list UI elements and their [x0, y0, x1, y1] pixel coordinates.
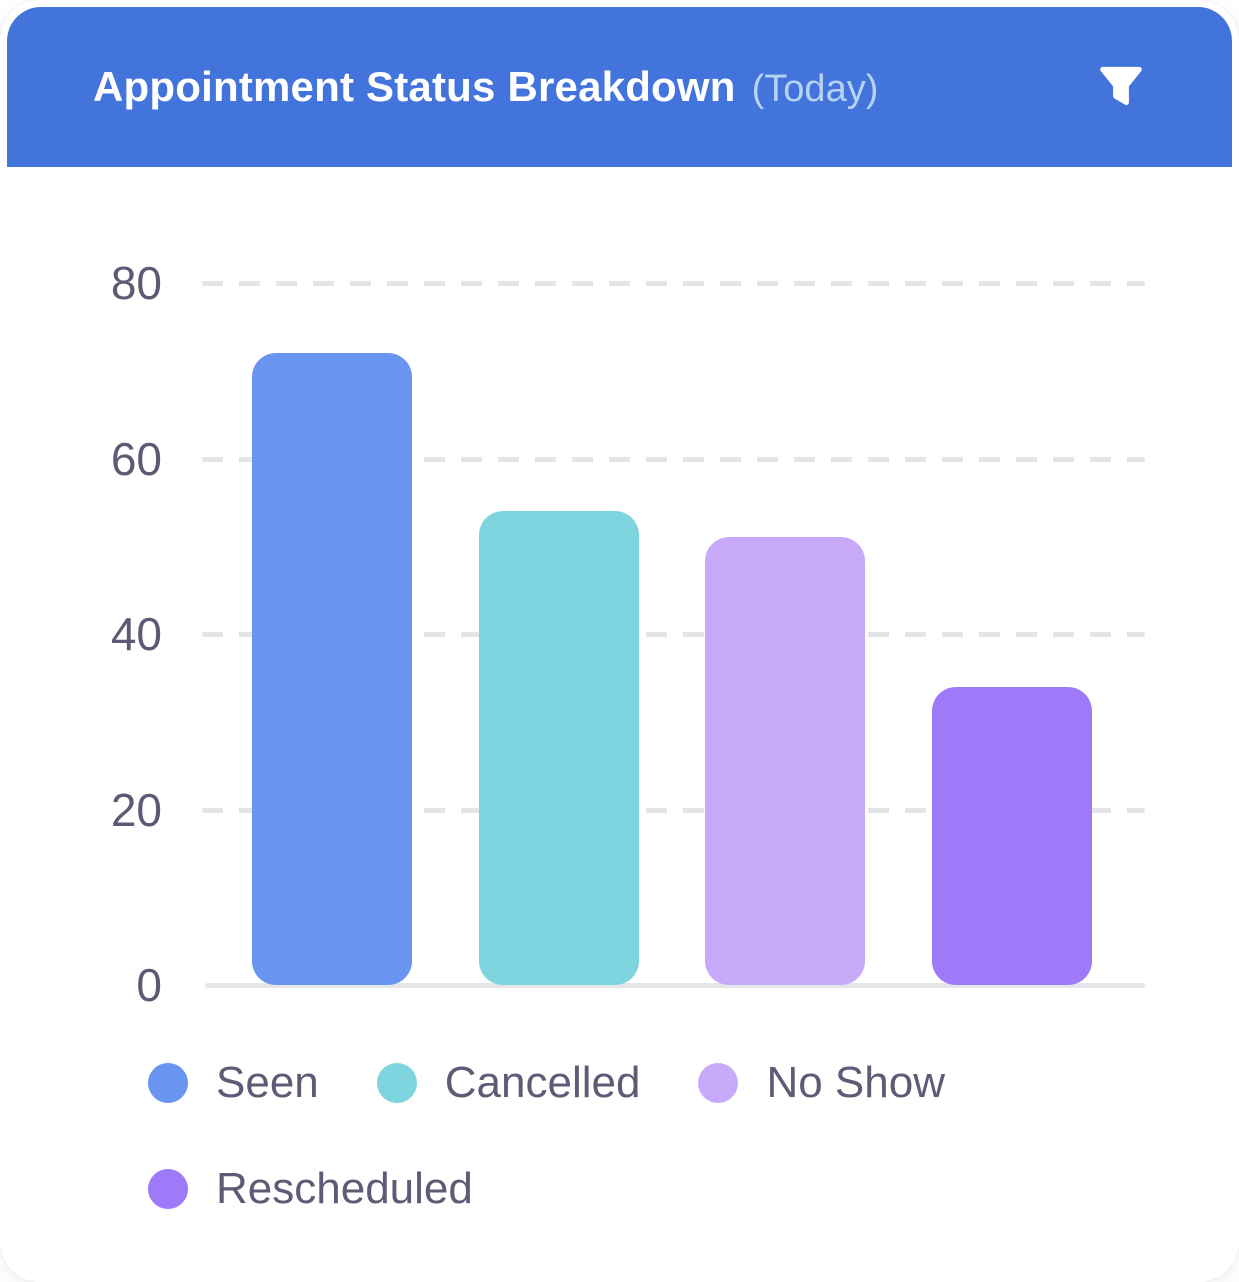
legend-item-seen[interactable]: Seen	[148, 1055, 319, 1111]
y-axis-tick-label-0: 0	[136, 959, 162, 1011]
page-title: Appointment Status Breakdown	[93, 63, 736, 110]
page-subtitle: (Today)	[751, 68, 879, 110]
bar-cancelled	[478, 511, 639, 985]
bar-rescheduled	[932, 686, 1093, 985]
gridline-60	[202, 456, 1145, 462]
legend-label-cancelled: Cancelled	[444, 1058, 641, 1107]
legend-label-no-show: No Show	[766, 1058, 945, 1107]
bar-chart: Seen Cancelled No Show Rescheduled 80 60 40 20…	[0, 167, 1239, 1282]
y-axis-tick-label-80: 80	[110, 257, 162, 309]
header-titles: Appointment Status Breakdown (Today)	[93, 63, 878, 111]
legend-dot-seen	[148, 1063, 188, 1103]
gridline-40	[202, 632, 1145, 637]
legend-label-seen: Seen	[216, 1058, 319, 1107]
funnel-icon	[1100, 66, 1142, 105]
filter-button[interactable]	[1092, 58, 1150, 116]
legend-label-rescheduled: Rescheduled	[216, 1164, 473, 1213]
legend-item-cancelled[interactable]: Cancelled	[376, 1055, 641, 1111]
bar-seen	[252, 353, 412, 985]
legend-dot-cancelled	[376, 1063, 417, 1103]
legend-dot-rescheduled	[148, 1169, 188, 1209]
card-header: Appointment Status Breakdown (Today)	[7, 7, 1232, 167]
legend-item-no-show[interactable]: No Show	[698, 1055, 945, 1111]
y-axis-tick-label-60: 60	[110, 432, 162, 485]
y-axis-tick-label-40: 40	[110, 608, 162, 660]
x-axis-line	[205, 983, 1145, 988]
chart-legend: Seen Cancelled No Show Rescheduled	[148, 1055, 1108, 1217]
y-axis-tick-label-20: 20	[110, 783, 162, 836]
gridline-20	[202, 807, 1145, 813]
bar-no-show	[705, 537, 866, 985]
legend-item-rescheduled[interactable]: Rescheduled	[148, 1161, 473, 1217]
legend-dot-no-show	[698, 1063, 739, 1103]
gridline-80	[202, 281, 1145, 286]
